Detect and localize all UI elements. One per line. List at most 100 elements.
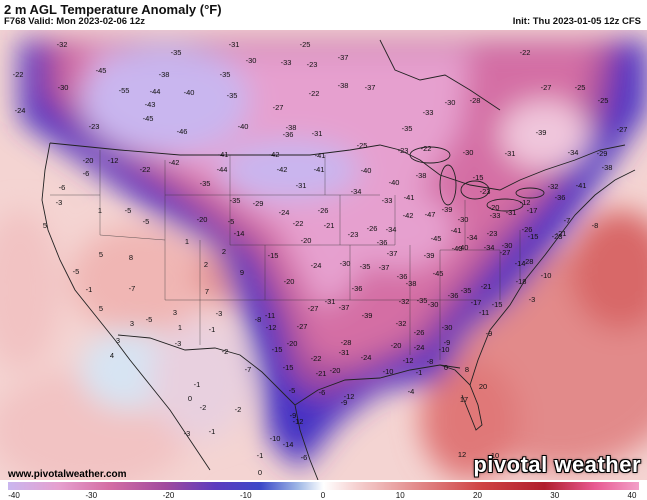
colorbar-scale: -40 -30 -20 -10 0 10 20 30 40 [8,482,639,500]
point-value: 2 [222,247,226,256]
point-value: -40 [389,178,400,187]
point-value: -27 [273,103,284,112]
point-value: -29 [253,199,264,208]
point-value: 9 [240,268,244,277]
point-value: -22 [13,70,24,79]
point-value: -3 [184,429,191,438]
point-value: -25 [575,83,586,92]
point-value: -28 [523,257,534,266]
point-value: -5 [125,206,132,215]
point-value: -33 [281,58,292,67]
point-value: -22 [520,48,531,57]
point-value: -23 [487,229,498,238]
point-value: -41 [451,226,462,235]
point-value: -14 [283,440,294,449]
point-value: 1 [98,206,102,215]
point-value: -5 [143,217,150,226]
point-value: -3 [56,198,63,207]
point-value: -42 [269,150,280,159]
point-value: -41 [218,150,229,159]
point-value: -37 [339,303,350,312]
point-value: -36 [352,284,363,293]
point-value: -40 [184,88,195,97]
point-value: -41 [315,151,326,160]
point-value: -38 [406,279,417,288]
point-value: -30 [340,259,351,268]
point-value: -36 [377,238,388,247]
point-value: 12 [458,450,466,459]
point-value: -40 [458,243,469,252]
point-value: -10 [541,271,552,280]
point-value: -34 [568,148,579,157]
point-value: -27 [308,304,319,313]
point-value: -15 [473,173,484,182]
point-value: -38 [338,81,349,90]
point-value: 3 [130,319,134,328]
anomaly-map[interactable]: -32-35-31 -25-22 -45 -38 -35-30 -33 -23-37-38-… [0,30,647,480]
point-value: 8 [465,365,469,374]
point-value: -34 [386,225,397,234]
point-value: -27 [297,322,308,331]
point-value: -7 [245,365,252,374]
point-value: -35 [461,286,472,295]
point-value: -29 [597,149,608,158]
point-value: -46 [177,127,188,136]
point-value: -45 [431,234,442,243]
point-value: -32 [399,297,410,306]
point-value: -21 [556,229,567,238]
point-value: -32 [57,40,68,49]
point-value: -32 [548,182,559,191]
point-value: -23 [348,230,359,239]
point-value: -5 [228,217,235,226]
point-value: -30 [463,148,474,157]
point-value: -35 [220,70,231,79]
colorbar-tick-label: -10 [240,491,252,500]
point-value: -15 [528,232,539,241]
point-value: -35 [200,179,211,188]
colorbar-gradient [8,482,639,490]
point-value: -3 [175,339,182,348]
point-value: 4 [110,351,114,360]
point-value: -30 [58,83,69,92]
point-value: 5 [99,304,103,313]
point-value: -28 [470,96,481,105]
point-value: -33 [490,211,501,220]
colorbar-tick-label: -20 [163,491,175,500]
point-value: -41 [404,193,415,202]
point-value: -31 [229,40,240,49]
point-value: -45 [433,269,444,278]
point-value: -38 [602,163,613,172]
point-value: -38 [416,171,427,180]
point-value: -25 [357,141,368,150]
state-lines [50,150,521,360]
point-value: -21 [324,221,335,230]
point-value: -41 [314,165,325,174]
point-value: -30 [428,300,439,309]
colorbar: -40 -30 -20 -10 0 10 20 30 40 [0,480,647,500]
point-value: -7 [129,284,136,293]
colorbar-tick-label: -30 [85,491,97,500]
colorbar-tick-label: 30 [550,491,559,500]
point-value: -22 [140,165,151,174]
point-value: -35 [230,196,241,205]
point-value: -1 [209,325,216,334]
point-value: -23 [307,60,318,69]
point-value: -40 [452,244,463,253]
point-value: -20 [301,236,312,245]
point-value: -30 [445,98,456,107]
point-value: -6 [301,453,308,462]
map-title: 2 m AGL Temperature Anomaly (°F) [4,2,222,17]
point-value: -31 [296,181,307,190]
point-value: -31 [325,297,336,306]
point-value: -27 [617,125,628,134]
point-value: -1 [86,285,93,294]
point-value: -12 [108,156,119,165]
point-value: 5 [43,221,47,230]
point-value: -22 [293,219,304,228]
point-value: -25 [598,96,609,105]
point-value: -10 [439,345,450,354]
point-value: -7 [564,216,571,225]
map-panel[interactable]: -32 -35 -31 -25 -22 -45 -38 -35 -30 -33 -23 -37 -38-… [0,30,647,480]
point-value: -9 [444,338,451,347]
point-value: -18 [516,277,527,286]
